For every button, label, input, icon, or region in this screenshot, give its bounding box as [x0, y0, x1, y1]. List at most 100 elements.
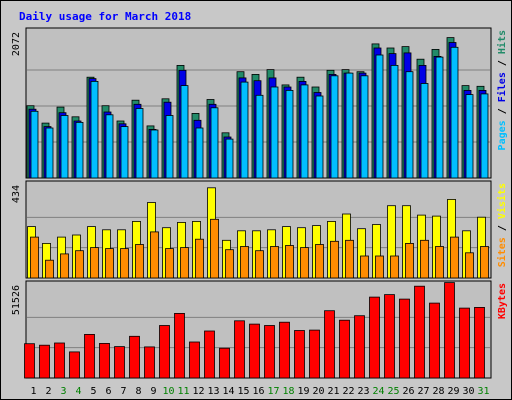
- bar-sites-day-30: [465, 252, 474, 279]
- bar-pages-day-23: [360, 75, 369, 179]
- bar-sites-day-22: [345, 239, 354, 279]
- bar-pages-day-17: [270, 86, 279, 179]
- bar-pages-day-13: [210, 107, 219, 179]
- bar-sites-day-31: [480, 246, 489, 279]
- bar-pages-day-3: [60, 115, 69, 179]
- x-tick-label-day-4: 4: [75, 386, 81, 397]
- bar-kbytes-day-26: [399, 298, 410, 379]
- bar-pages-day-12: [195, 127, 204, 179]
- x-tick-label-day-27: 27: [417, 386, 429, 397]
- x-tick-label-day-16: 16: [252, 386, 264, 397]
- bar-pages-day-29: [450, 46, 459, 179]
- legend-pages: Pages: [497, 120, 508, 150]
- bar-sites-day-5: [90, 247, 99, 279]
- bar-kbytes-day-3: [54, 342, 65, 379]
- bar-sites-day-26: [405, 242, 414, 279]
- bar-pages-day-10: [165, 115, 174, 179]
- bar-kbytes-day-18: [279, 321, 290, 379]
- bar-kbytes-day-23: [354, 315, 365, 379]
- bar-pages-day-24: [375, 54, 384, 179]
- bar-sites-day-23: [360, 255, 369, 279]
- bar-sites-day-1: [30, 236, 39, 279]
- bar-sites-day-10: [165, 248, 174, 279]
- x-tick-label-day-15: 15: [237, 386, 249, 397]
- x-tick-label-day-11: 11: [177, 386, 189, 397]
- legend-hits: Hits: [496, 30, 508, 54]
- x-tick-label-day-23: 23: [357, 386, 369, 397]
- x-tick-label-day-19: 19: [297, 386, 309, 397]
- legend-kbytes: KBytes: [497, 283, 508, 319]
- legend-files: Files: [496, 72, 508, 102]
- bar-kbytes-day-27: [414, 285, 425, 379]
- bar-sites-day-17: [270, 246, 279, 279]
- bar-sites-day-13: [210, 218, 219, 279]
- bar-kbytes-day-6: [99, 342, 110, 379]
- bar-kbytes-day-13: [204, 330, 215, 379]
- panel-kbytes: 51526 KBytes: [11, 280, 508, 379]
- bar-pages-day-31: [480, 93, 489, 179]
- bar-sites-day-8: [135, 244, 144, 279]
- bar-kbytes-day-10: [159, 325, 170, 379]
- bar-sites-day-9: [150, 231, 159, 279]
- x-tick-label-day-28: 28: [432, 386, 444, 397]
- bar-sites-day-12: [195, 238, 204, 279]
- bar-kbytes-day-29: [444, 282, 455, 379]
- bar-pages-day-9: [150, 129, 159, 179]
- bar-kbytes-day-12: [189, 341, 200, 379]
- x-tick-label-day-24: 24: [372, 386, 384, 397]
- legend-sites: Sites: [496, 237, 508, 267]
- bar-pages-day-22: [345, 72, 354, 179]
- bar-kbytes-day-7: [114, 346, 125, 379]
- legend-visits: Visits: [496, 183, 508, 219]
- x-tick-label-day-10: 10: [162, 386, 174, 397]
- bar-sites-day-29: [450, 236, 459, 279]
- bar-pages-day-18: [285, 90, 294, 179]
- bar-pages-day-2: [45, 127, 54, 179]
- bar-kbytes-day-28: [429, 302, 440, 379]
- bar-kbytes-day-1: [24, 343, 35, 379]
- bar-pages-day-26: [405, 71, 414, 179]
- panel-max-label: 434: [11, 185, 22, 203]
- bar-pages-day-14: [225, 138, 234, 179]
- bar-pages-day-25: [390, 65, 399, 179]
- bar-sites-day-20: [315, 244, 324, 279]
- bar-kbytes-day-2: [39, 344, 50, 379]
- x-tick-label-day-13: 13: [207, 386, 219, 397]
- bar-pages-day-20: [315, 95, 324, 179]
- x-tick-label-day-12: 12: [192, 386, 204, 397]
- bar-kbytes-day-5: [84, 333, 95, 379]
- panel-max-label: 2072: [11, 32, 22, 56]
- bar-kbytes-day-20: [309, 329, 320, 379]
- bar-sites-day-21: [330, 240, 339, 279]
- bar-kbytes-day-30: [459, 307, 470, 379]
- chart-title: Daily usage for March 2018: [19, 10, 191, 23]
- bar-sites-day-2: [45, 259, 54, 279]
- bar-pages-day-6: [105, 114, 114, 179]
- x-tick-label-day-25: 25: [387, 386, 399, 397]
- bar-kbytes-day-16: [249, 323, 260, 379]
- bar-kbytes-day-4: [69, 351, 80, 379]
- bar-kbytes-day-21: [324, 310, 335, 379]
- bar-kbytes-day-14: [219, 347, 230, 379]
- bar-pages-day-16: [255, 94, 264, 179]
- x-tick-label-day-5: 5: [90, 386, 96, 397]
- bar-kbytes-day-8: [129, 335, 140, 379]
- bar-pages-day-1: [30, 110, 39, 179]
- bar-pages-day-15: [240, 81, 249, 179]
- x-tick-label-day-31: 31: [477, 386, 489, 397]
- panel-legend: KBytes: [497, 283, 508, 319]
- bar-pages-day-19: [300, 84, 309, 179]
- x-tick-label-day-8: 8: [135, 386, 141, 397]
- bar-kbytes-day-31: [474, 306, 485, 379]
- bar-sites-day-25: [390, 255, 399, 279]
- bar-sites-day-18: [285, 245, 294, 279]
- bar-pages-day-21: [330, 75, 339, 179]
- x-tick-label-day-1: 1: [30, 386, 36, 397]
- x-tick-label-day-14: 14: [222, 386, 234, 397]
- legend-separator: /: [497, 54, 508, 72]
- x-tick-label-day-22: 22: [342, 386, 354, 397]
- bar-kbytes-day-15: [234, 320, 245, 379]
- bar-sites-day-24: [375, 255, 384, 279]
- legend-separator: /: [497, 102, 508, 120]
